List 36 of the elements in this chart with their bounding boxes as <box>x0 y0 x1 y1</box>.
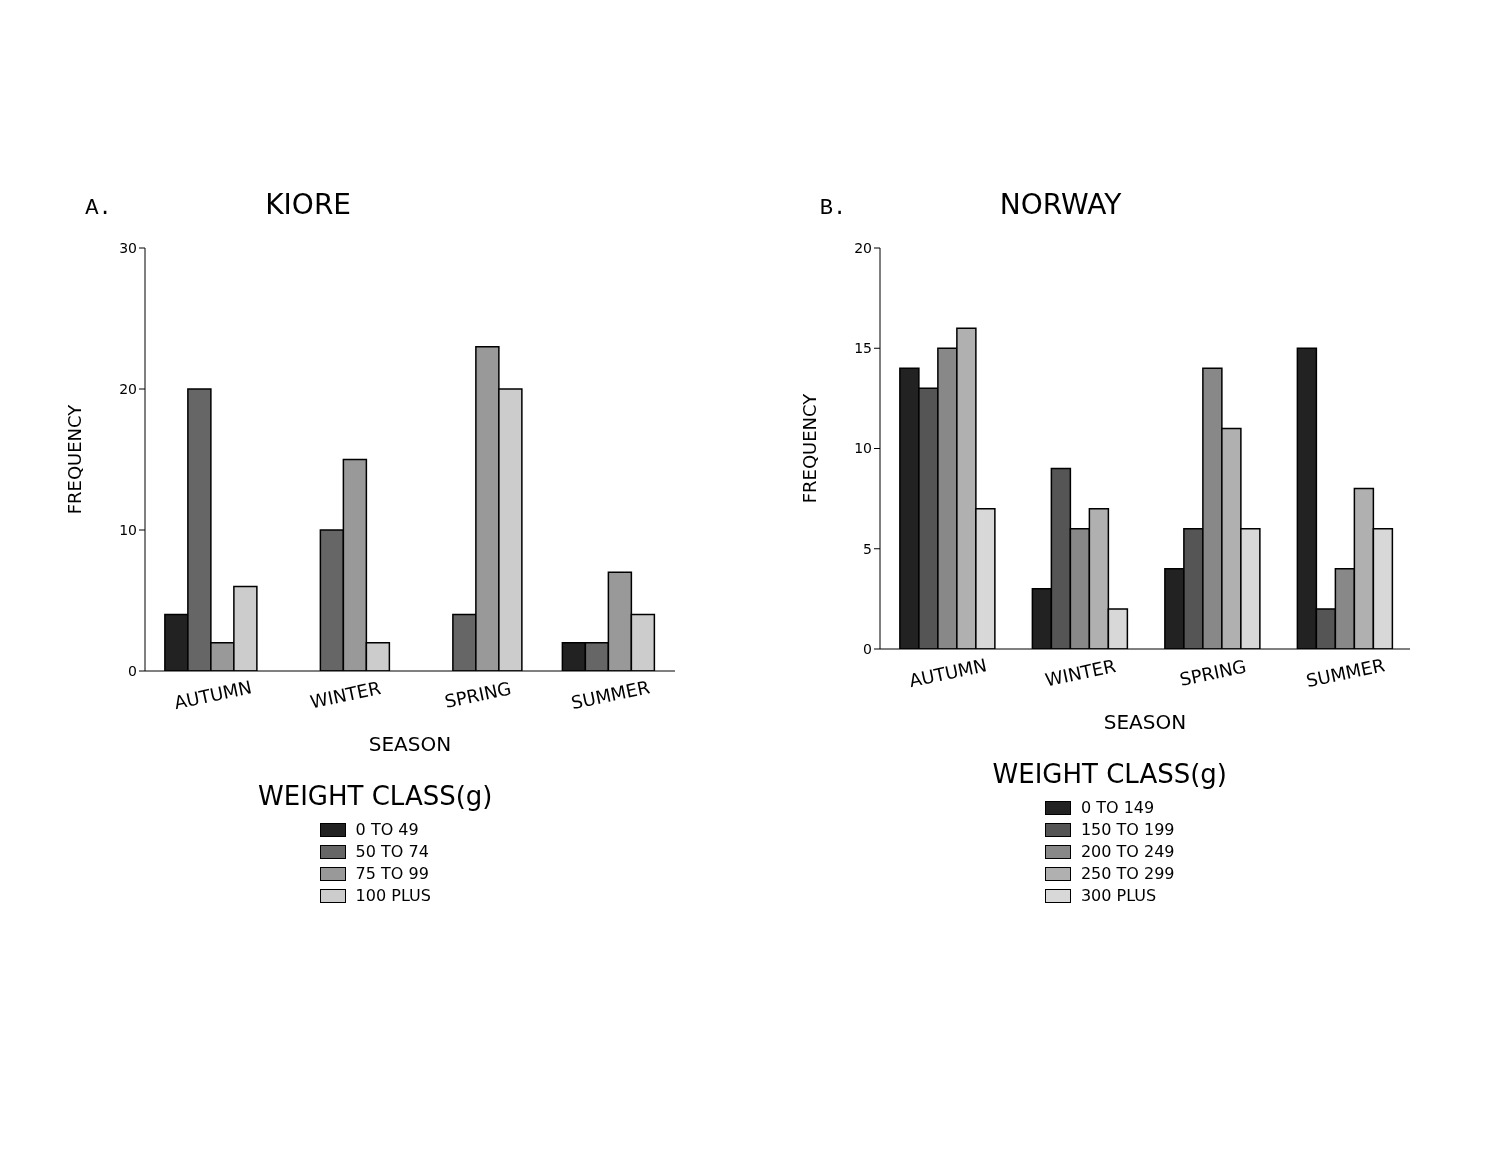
y-tick-label: 0 <box>128 662 138 679</box>
y-axis-title: FREQUENCY <box>799 392 821 504</box>
text: B. <box>819 196 848 221</box>
legend-label: 0 TO 49 <box>355 820 419 839</box>
x-tick-label: SUMMER <box>569 676 652 714</box>
x-tick-label: AUTUMN <box>172 676 254 714</box>
y-tick-label: 10 <box>853 440 872 457</box>
legend-label: 0 TO 149 <box>1080 798 1155 817</box>
chart-title: NORWAY <box>999 188 1122 221</box>
legend-title: WEIGHT CLASS(g) <box>258 781 493 811</box>
legend-label: 150 TO 199 <box>1080 820 1175 839</box>
chart-title: KIORE <box>265 188 352 221</box>
legend-label: 300 PLUS <box>1080 886 1157 905</box>
legend-label: 250 TO 299 <box>1080 864 1175 883</box>
y-tick-label: 5 <box>862 540 872 557</box>
y-tick-label: 20 <box>853 239 872 256</box>
x-tick-label: SPRING <box>1177 655 1248 691</box>
y-tick-label: 20 <box>119 380 138 397</box>
y-tick-label: 15 <box>853 340 872 357</box>
y-tick-label: 10 <box>119 521 138 538</box>
legend-label: 50 TO 74 <box>355 842 429 861</box>
legend-label: 75 TO 99 <box>355 864 429 883</box>
y-axis-title: FREQUENCY <box>64 403 86 515</box>
x-axis-title: SEASON <box>1103 710 1186 734</box>
x-axis-title: SEASON <box>369 732 452 756</box>
x-tick-label: WINTER <box>308 677 383 713</box>
x-tick-label: WINTER <box>1043 655 1118 691</box>
x-tick-label: SPRING <box>442 677 514 713</box>
x-tick-label: SUMMER <box>1304 654 1387 692</box>
legend-label: 100 PLUS <box>355 886 431 905</box>
y-tick-label: 30 <box>119 239 138 256</box>
y-tick-label: 0 <box>862 640 872 657</box>
legend-title: WEIGHT CLASS(g) <box>992 759 1227 789</box>
legend-label: 200 TO 249 <box>1080 842 1175 861</box>
text: A. <box>85 196 113 221</box>
x-tick-label: AUTUMN <box>906 654 989 692</box>
